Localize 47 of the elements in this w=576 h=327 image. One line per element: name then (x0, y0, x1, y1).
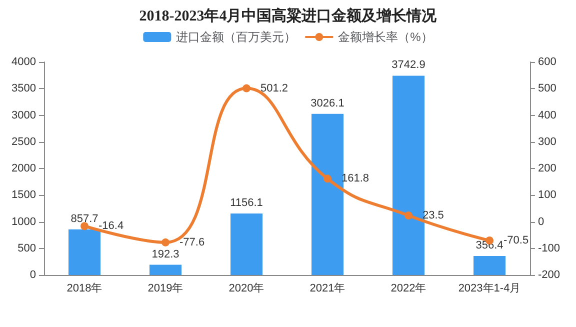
data-label: 3742.9 (392, 59, 426, 72)
y-tick-label: 2000 (12, 162, 36, 174)
data-label: -16.4 (98, 220, 124, 232)
bar (230, 213, 262, 275)
bar (474, 256, 506, 275)
bar (150, 264, 182, 275)
y-tick-label: 2500 (12, 136, 36, 148)
point (162, 238, 170, 246)
y-tick-label: 1000 (12, 216, 36, 228)
y2-tick-label: 400 (538, 109, 556, 122)
legend-label: 进口金额（百万美元） (176, 30, 296, 44)
data-label: 857.7 (70, 212, 98, 225)
y2-tick-label: 300 (538, 136, 556, 148)
y2-tick-label: 0 (538, 216, 544, 228)
x-tick-label: 2021年 (310, 282, 346, 294)
y2-tick-label: -100 (538, 242, 560, 254)
y-tick-label: 3500 (12, 82, 36, 95)
data-label: 3026.1 (310, 97, 344, 110)
x-tick-label: 2022年 (390, 282, 426, 294)
data-label: 1156.1 (230, 196, 263, 209)
y-tick-label: 1500 (12, 189, 36, 202)
y-tick-label: 500 (18, 242, 36, 254)
bar (68, 229, 100, 275)
y2-tick-label: 600 (538, 56, 556, 68)
x-tick-label: 2019年 (148, 282, 184, 294)
data-label: -77.6 (180, 236, 205, 248)
chart-title: 2018-2023年4月中国高粱进口金额及增长情况 (139, 6, 438, 24)
x-tick-label: 2020年 (228, 282, 264, 294)
data-label: 192.3 (152, 248, 180, 260)
data-label: -70.5 (504, 234, 529, 247)
y2-tick-label: 200 (538, 162, 556, 174)
y2-tick-label: 100 (538, 189, 556, 202)
point (404, 211, 412, 220)
bar (312, 114, 344, 275)
legend-label: 金额增长率（%） (338, 30, 433, 44)
data-label: 501.2 (260, 82, 288, 94)
y2-tick-label: -200 (538, 269, 560, 281)
x-tick-label: 2023年1-4月 (458, 282, 521, 294)
point (80, 222, 88, 230)
y-tick-label: 4000 (12, 56, 36, 68)
x-tick-label: 2018年 (66, 282, 102, 294)
y2-tick-label: 500 (538, 82, 556, 95)
y-tick-label: 3000 (12, 109, 36, 122)
y-tick-label: 0 (30, 269, 36, 281)
point (242, 84, 250, 92)
point (324, 174, 332, 183)
bar (392, 76, 424, 275)
